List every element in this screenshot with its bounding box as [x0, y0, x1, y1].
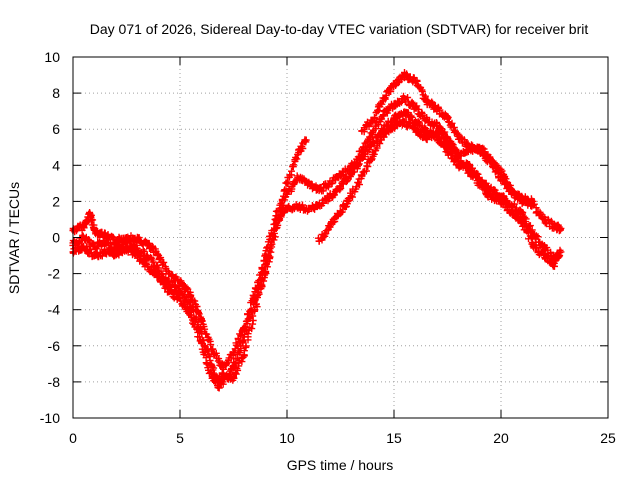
x-tick-label: 25 — [600, 430, 616, 446]
y-tick-label: 6 — [52, 121, 60, 137]
x-tick-label: 5 — [176, 430, 184, 446]
series-track-e — [358, 69, 537, 207]
series-track-d — [314, 117, 558, 270]
y-tick-label: -10 — [40, 410, 60, 426]
y-axis-label: SDTVAR / TECUs — [6, 182, 22, 294]
grid-lines — [73, 57, 608, 418]
y-tick-label: -4 — [48, 302, 61, 318]
axis-ticks: 0 5 10 15 20 25 -10 -8 -6 -4 -2 0 2 4 6 8 10 — [40, 49, 616, 446]
x-tick-label: 0 — [69, 430, 77, 446]
chart-title: Day 071 of 2026, Sidereal Day-to-day VTE… — [90, 21, 589, 37]
y-tick-label: 10 — [44, 49, 60, 65]
data-points — [69, 69, 565, 392]
y-tick-label: -2 — [48, 266, 61, 282]
x-tick-label: 10 — [279, 430, 295, 446]
y-tick-label: -8 — [48, 374, 61, 390]
series-marker-band — [358, 69, 536, 207]
x-tick-label: 15 — [386, 430, 402, 446]
series-track-b — [69, 92, 565, 392]
x-tick-label: 20 — [493, 430, 509, 446]
y-tick-label: 4 — [52, 157, 60, 173]
y-tick-label: 8 — [52, 85, 60, 101]
y-tick-label: -6 — [48, 338, 61, 354]
y-tick-label: 0 — [52, 230, 60, 246]
series-marker-band — [314, 117, 558, 270]
y-tick-label: 2 — [52, 193, 60, 209]
x-axis-label: GPS time / hours — [287, 457, 394, 473]
